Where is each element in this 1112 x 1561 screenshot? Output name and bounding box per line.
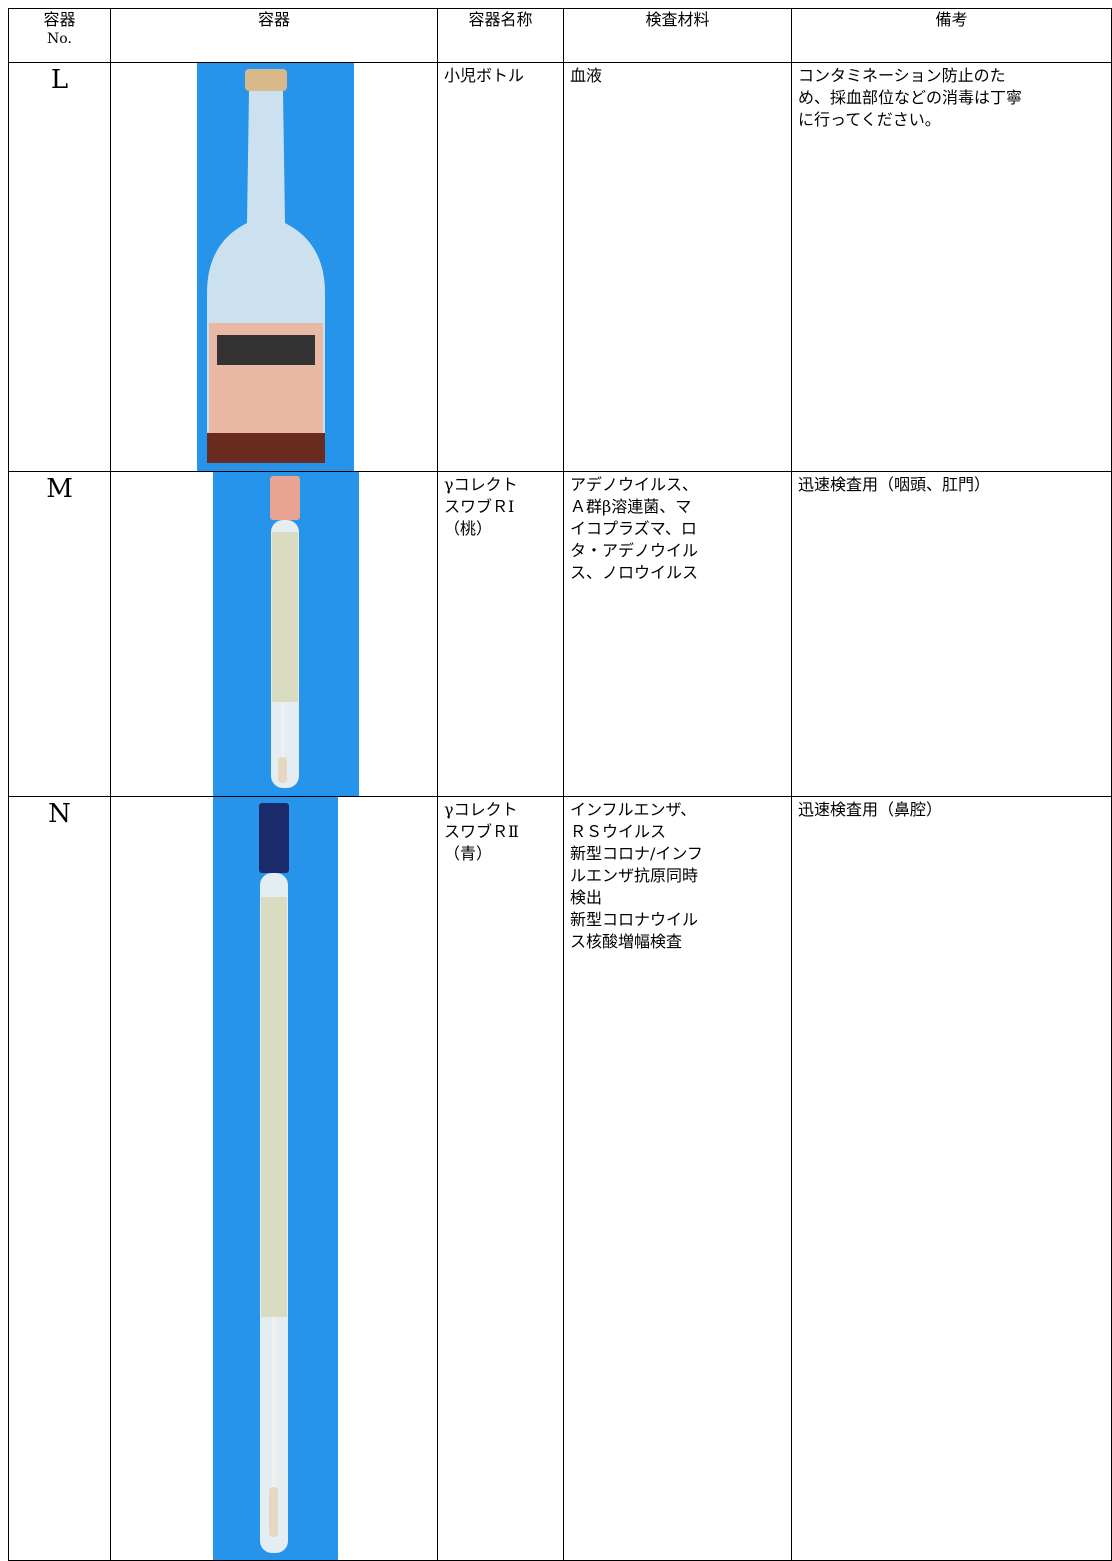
header-text: No. bbox=[47, 31, 72, 47]
material-text: Ａ群β溶連菌、マ bbox=[570, 497, 692, 516]
header-cell: 検査材料 bbox=[563, 8, 792, 63]
name-text: 小児ボトル bbox=[444, 66, 525, 85]
name-cell: 小児ボトル bbox=[437, 62, 564, 472]
name-text: （青） bbox=[444, 844, 493, 863]
material-text: ルエンザ抗原同時 bbox=[570, 866, 699, 885]
container-no: N bbox=[8, 796, 111, 1561]
name-text: （桃） bbox=[444, 519, 493, 538]
name-text: スワブＲⅡ bbox=[444, 822, 519, 841]
header-cell: 容器名称 bbox=[437, 8, 564, 63]
material-text: イコプラズマ、ロ bbox=[570, 519, 697, 538]
material-cell: インフルエンザ、 ＲＳウイルス新型コロナ/インフ ルエンザ抗原同時 検出新型コロナウイ… bbox=[563, 796, 792, 1561]
photo-swab-blue bbox=[213, 797, 338, 1560]
photo-cell bbox=[110, 62, 438, 472]
header-cell: 備考 bbox=[791, 8, 1112, 63]
material-text: ス、ノロウイルス bbox=[570, 563, 699, 582]
material-text: 新型コロナウイル bbox=[570, 910, 699, 929]
row: M γコレクトスワブＲⅠ （桃） アデノウイルス、 Ａ群β溶連菌、マ イコプラズマ、ロ… bbox=[8, 471, 1112, 797]
name-text: スワブＲⅠ bbox=[444, 497, 515, 516]
header-text: 容器名称 bbox=[468, 10, 533, 29]
material-text: インフルエンザ、 bbox=[570, 800, 697, 819]
header-text: 検査材料 bbox=[645, 10, 710, 29]
note-text: に行ってください。 bbox=[798, 110, 941, 129]
row: L 小児ボトル 血液 コンタミネーション防止のた め、採血部位などの消毒は丁寧 に行… bbox=[8, 62, 1112, 472]
name-text: γコレクト bbox=[444, 475, 518, 494]
note-text: 迅速検査用（咽頭、肛門） bbox=[798, 475, 991, 494]
header-cell: 容器 bbox=[110, 8, 438, 63]
note-text: め、採血部位などの消毒は丁寧 bbox=[798, 88, 1023, 107]
note-text: 迅速検査用（鼻腔） bbox=[798, 800, 943, 819]
header-text: 容器 bbox=[257, 10, 290, 29]
photo-bottle bbox=[197, 63, 354, 471]
material-text: 検出 bbox=[570, 888, 603, 907]
container-table: 容器 No. 容器 容器名称 検査材料 備考 L 小児ボトル 血液 コンタミネーシ… bbox=[8, 8, 1112, 1561]
name-text: γコレクト bbox=[444, 800, 518, 819]
header-cell: 容器 No. bbox=[8, 8, 111, 63]
material-text: 新型コロナ/インフ bbox=[570, 844, 703, 863]
material-text: 血液 bbox=[570, 66, 603, 85]
material-cell: 血液 bbox=[563, 62, 792, 472]
photo-cell bbox=[110, 796, 438, 1561]
note-text: コンタミネーション防止のた bbox=[798, 66, 1006, 85]
note-cell: 迅速検査用（咽頭、肛門） bbox=[791, 471, 1112, 797]
photo-cell bbox=[110, 471, 438, 797]
material-text: ス核酸増幅検査 bbox=[570, 932, 683, 951]
row: N γコレクトスワブＲⅡ （青） インフルエンザ、 ＲＳウイルス新型コロナ/インフル… bbox=[8, 796, 1112, 1561]
container-no: M bbox=[8, 471, 111, 797]
material-text: アデノウイルス、 bbox=[570, 475, 699, 494]
header-row: 容器 No. 容器 容器名称 検査材料 備考 bbox=[8, 8, 1112, 63]
header-text: 容器 bbox=[43, 10, 76, 29]
material-text: ＲＳウイルス bbox=[570, 822, 667, 841]
photo-swab-pink bbox=[213, 472, 359, 796]
note-cell: 迅速検査用（鼻腔） bbox=[791, 796, 1112, 1561]
header-text: 備考 bbox=[935, 10, 968, 29]
name-cell: γコレクトスワブＲⅡ （青） bbox=[437, 796, 564, 1561]
note-cell: コンタミネーション防止のた め、採血部位などの消毒は丁寧 に行ってください。 bbox=[791, 62, 1112, 472]
container-no: L bbox=[8, 62, 111, 472]
material-cell: アデノウイルス、 Ａ群β溶連菌、マ イコプラズマ、ロ タ・アデノウイル ス、ノロウイルス bbox=[563, 471, 792, 797]
material-text: タ・アデノウイル bbox=[570, 541, 699, 560]
name-cell: γコレクトスワブＲⅠ （桃） bbox=[437, 471, 564, 797]
